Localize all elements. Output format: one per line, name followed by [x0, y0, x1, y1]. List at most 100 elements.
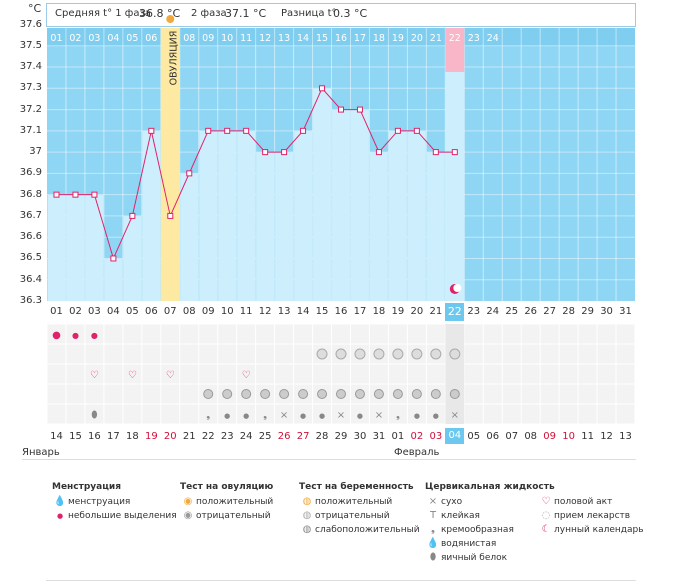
y-tick-label: 37 — [29, 146, 42, 158]
cervical-icon: ● — [433, 412, 439, 420]
temperature-bar — [104, 258, 123, 301]
top-day-label: 12 — [259, 33, 271, 44]
calendar-date-label: 14 — [50, 431, 63, 442]
temperature-bar — [407, 130, 426, 301]
cervical-icon: × — [375, 410, 383, 421]
y-tick-label: 37.1 — [19, 124, 42, 136]
heart-icon: ♡ — [541, 496, 551, 507]
heart-icon: ♡ — [242, 370, 251, 381]
pregnancy-negative-icon — [392, 348, 404, 360]
cycle-day-label: 11 — [239, 306, 253, 317]
temperature-bar — [218, 130, 237, 301]
summary-bar: Средняя t° 1 фаза 36.8 °C 2 фаза 37.1 °C… — [46, 3, 636, 27]
temperature-point — [186, 170, 193, 177]
cycle-day-label: 29 — [581, 306, 594, 317]
legend-item: яичный белок — [441, 553, 508, 563]
cervical-icon: ● — [243, 412, 249, 420]
calendar-date-label: 09 — [543, 431, 557, 442]
calendar-date-label: 28 — [315, 431, 329, 442]
sticky-icon: T — [429, 510, 437, 521]
y-tick-label: 37.6 — [19, 18, 42, 30]
top-day-label: 14 — [297, 33, 309, 44]
temperature-chart: 01 02 03 04 05 06 08 09 10 11 12 13 14 15 16 17 18 19 20 21… — [46, 15, 636, 425]
cervical-icon: ❟ — [206, 410, 210, 421]
cycle-day-label: 06 — [144, 306, 158, 317]
cycle-day-label: 22 — [445, 303, 465, 321]
moon-icon-mask — [453, 284, 462, 292]
heart-icon: ♡ — [166, 370, 175, 381]
day-header-row — [47, 28, 635, 46]
legend-item: сухо — [441, 497, 463, 507]
calendar-date-label: 07 — [505, 431, 519, 442]
temperature-point — [167, 212, 174, 219]
temperature-point — [91, 191, 98, 198]
calendar-date-label: 17 — [107, 431, 120, 442]
y-tick-label: 36.6 — [19, 231, 42, 243]
calendar-date-label: 13 — [619, 431, 632, 442]
divider — [22, 459, 636, 460]
cycle-day-label: 01 — [50, 306, 63, 317]
cycle-day-label: 28 — [562, 306, 575, 317]
today-column — [445, 28, 465, 301]
y-tick-label: 36.4 — [19, 273, 42, 285]
cycle-day-label: 07 — [163, 306, 177, 317]
y-tick-label: 37.5 — [19, 39, 42, 51]
cycle-day-label: 23 — [467, 306, 481, 317]
ovulation-positive-icon: ◉ — [183, 496, 193, 507]
ovulation-negative-icon — [298, 389, 309, 399]
ovulation-negative-icon — [260, 389, 271, 399]
cycle-day-label: 27 — [543, 306, 557, 317]
top-day-label: 13 — [278, 33, 290, 44]
calendar-date-label: 31 — [372, 431, 386, 442]
calendar-date-label: 10 — [562, 431, 575, 442]
diff-label: Разница t° — [281, 8, 337, 19]
calendar-date-label: 08 — [524, 431, 538, 442]
legend-title: Цервикальная жидкость — [425, 482, 555, 492]
cervical-icon: ● — [357, 412, 363, 420]
bottom-divider — [46, 580, 636, 581]
temperature-bar — [199, 130, 218, 301]
y-tick-label: 37.4 — [19, 61, 42, 73]
cervical-icon: × — [451, 410, 459, 421]
cycle-day-label: 03 — [88, 306, 101, 317]
temperature-point — [319, 85, 326, 92]
diff-value: 0.3 °C — [333, 7, 368, 20]
legend-title: Менструация — [52, 482, 121, 492]
top-day-label: 15 — [316, 33, 328, 44]
cervical-icon: × — [337, 410, 345, 421]
cycle-day-label: 10 — [220, 306, 234, 317]
month-january: Январь — [22, 447, 60, 458]
moon-icon: ☾ — [541, 524, 551, 535]
cervical-icon: ● — [224, 412, 230, 420]
top-day-label: 23 — [468, 33, 480, 44]
phase1-label: Средняя t° 1 фаза — [55, 8, 151, 19]
dry-icon: × — [428, 496, 438, 507]
legend-item: отрицательный — [315, 511, 390, 521]
legend-item: половой акт — [554, 497, 613, 507]
cycle-day-label: 19 — [391, 306, 405, 317]
ovulation-negative-icon — [411, 389, 422, 399]
cycle-day-label: 17 — [353, 306, 367, 317]
heart-icon: ♡ — [128, 370, 137, 381]
today-symbols-column — [445, 324, 465, 424]
y-axis-labels: 37.6 37.5 37.4 37.3 37.2 37.1 37 36.9 36.8 36.7 36… — [0, 0, 42, 310]
sun-icon — [166, 15, 175, 23]
pregnancy-negative-icon: ◍ — [302, 510, 312, 521]
calendar-date-label: 04 — [445, 428, 465, 444]
ovulation-negative-icon — [392, 389, 403, 399]
calendar-date-label: 19 — [144, 431, 158, 442]
temperature-point — [375, 149, 382, 156]
cycle-day-label: 25 — [505, 306, 519, 317]
cycle-day-label: 15 — [315, 306, 329, 317]
legend-item: кремообразная — [441, 525, 514, 535]
legend-title: Тест на беременность — [299, 482, 414, 492]
legend-item: положительный — [196, 497, 274, 507]
top-day-label: 20 — [411, 33, 423, 44]
cervical-icon: ❟ — [396, 410, 400, 421]
y-tick-label: 36.5 — [19, 252, 42, 264]
top-day-label: 21 — [430, 33, 442, 44]
temperature-bar — [350, 109, 369, 301]
legend-item: небольшие выделения — [68, 511, 177, 521]
top-day-label: 04 — [107, 33, 119, 44]
heart-icon: ♡ — [90, 370, 99, 381]
